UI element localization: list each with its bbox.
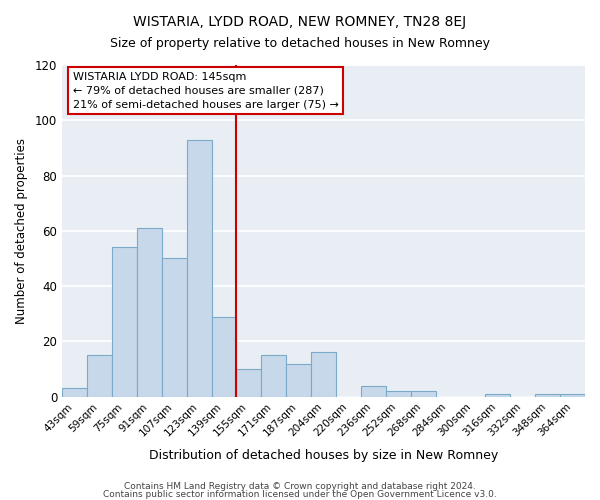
Bar <box>162 258 187 396</box>
Bar <box>236 369 262 396</box>
Text: Size of property relative to detached houses in New Romney: Size of property relative to detached ho… <box>110 38 490 51</box>
Bar <box>386 391 411 396</box>
Y-axis label: Number of detached properties: Number of detached properties <box>15 138 28 324</box>
Bar <box>535 394 560 396</box>
Text: Contains public sector information licensed under the Open Government Licence v3: Contains public sector information licen… <box>103 490 497 499</box>
Bar <box>112 248 137 396</box>
Bar <box>137 228 162 396</box>
Bar <box>560 394 585 396</box>
Bar <box>262 355 286 397</box>
Text: Contains HM Land Registry data © Crown copyright and database right 2024.: Contains HM Land Registry data © Crown c… <box>124 482 476 491</box>
Bar <box>62 388 87 396</box>
Bar <box>485 394 511 396</box>
X-axis label: Distribution of detached houses by size in New Romney: Distribution of detached houses by size … <box>149 450 498 462</box>
Text: WISTARIA, LYDD ROAD, NEW ROMNEY, TN28 8EJ: WISTARIA, LYDD ROAD, NEW ROMNEY, TN28 8E… <box>133 15 467 29</box>
Bar <box>87 355 112 397</box>
Bar <box>187 140 212 396</box>
Bar <box>361 386 386 396</box>
Bar <box>212 316 236 396</box>
Text: WISTARIA LYDD ROAD: 145sqm
← 79% of detached houses are smaller (287)
21% of sem: WISTARIA LYDD ROAD: 145sqm ← 79% of deta… <box>73 72 338 110</box>
Bar <box>411 391 436 396</box>
Bar <box>286 364 311 396</box>
Bar <box>311 352 336 397</box>
